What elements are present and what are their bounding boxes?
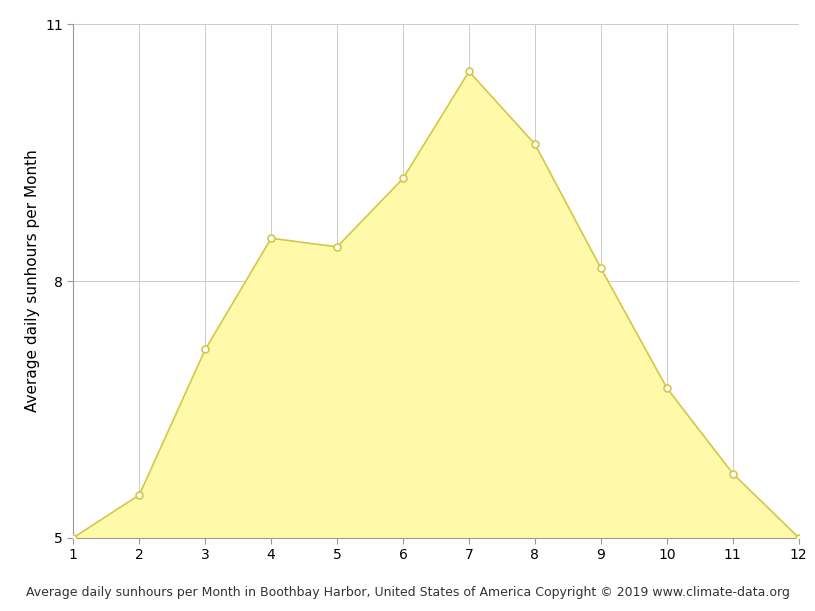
Y-axis label: Average daily sunhours per Month: Average daily sunhours per Month	[24, 150, 40, 412]
Text: Average daily sunhours per Month in Boothbay Harbor, United States of America Co: Average daily sunhours per Month in Boot…	[25, 586, 790, 599]
